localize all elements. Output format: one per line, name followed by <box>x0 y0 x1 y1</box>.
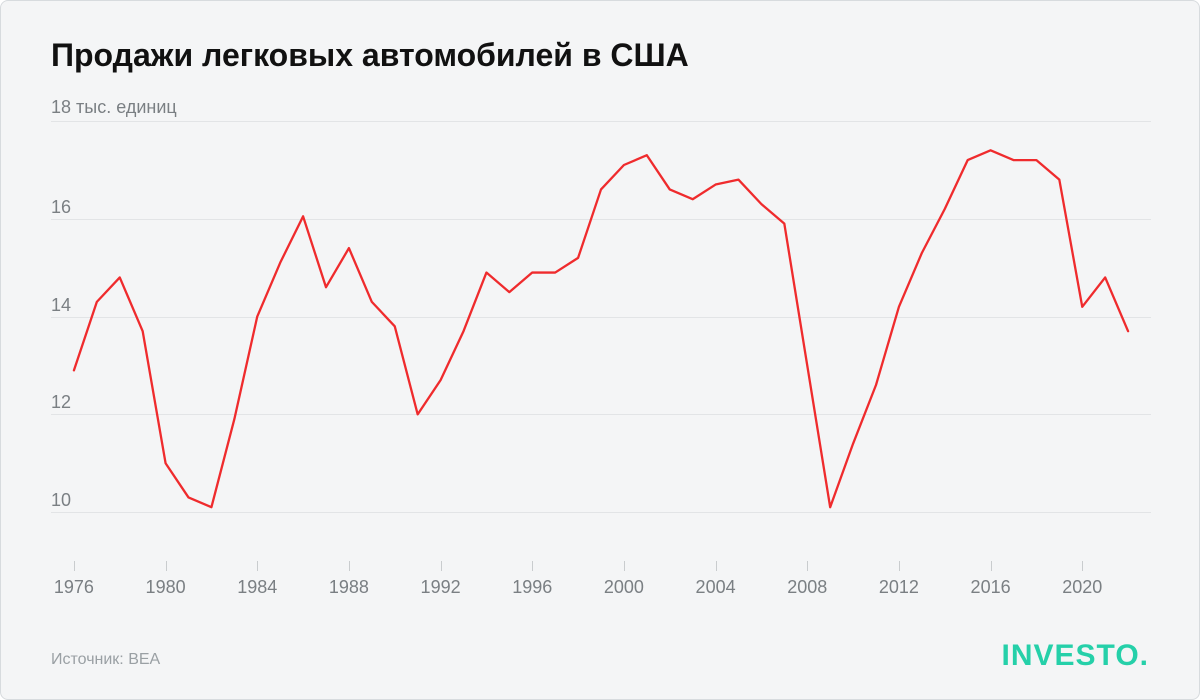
x-tick-label: 1980 <box>146 577 186 598</box>
x-tick-label: 2016 <box>971 577 1011 598</box>
x-tick-label: 1976 <box>54 577 94 598</box>
brand-text: INVESTO <box>1002 639 1140 672</box>
brand-dot: . <box>1140 639 1149 672</box>
x-tick-mark <box>74 561 75 571</box>
x-tick-mark <box>716 561 717 571</box>
x-tick-label: 1988 <box>329 577 369 598</box>
x-tick-mark <box>532 561 533 571</box>
x-tick-label: 1992 <box>421 577 461 598</box>
x-tick-mark <box>257 561 258 571</box>
x-tick-label: 1996 <box>512 577 552 598</box>
x-tick-label: 2004 <box>696 577 736 598</box>
x-tick-label: 2008 <box>787 577 827 598</box>
series-line-us-car-sales <box>74 150 1128 507</box>
x-tick-mark <box>899 561 900 571</box>
source-text: Источник: BEA <box>51 651 160 669</box>
chart-svg <box>51 121 1151 561</box>
chart-card: Продажи легковых автомобилей в США 10121… <box>0 0 1200 700</box>
plot-area: 1012141618 тыс. единиц197619801984198819… <box>51 121 1151 561</box>
x-tick-mark <box>991 561 992 571</box>
x-tick-label: 2012 <box>879 577 919 598</box>
x-tick-label: 2020 <box>1062 577 1102 598</box>
y-axis-unit-label: 18 тыс. единиц <box>51 97 177 118</box>
brand-logo: INVESTO. <box>1002 639 1150 673</box>
x-tick-mark <box>1082 561 1083 571</box>
x-tick-label: 2000 <box>604 577 644 598</box>
x-tick-label: 1984 <box>237 577 277 598</box>
x-tick-mark <box>807 561 808 571</box>
x-tick-mark <box>349 561 350 571</box>
chart-title: Продажи легковых автомобилей в США <box>51 37 689 74</box>
x-tick-mark <box>441 561 442 571</box>
x-tick-mark <box>166 561 167 571</box>
x-tick-mark <box>624 561 625 571</box>
